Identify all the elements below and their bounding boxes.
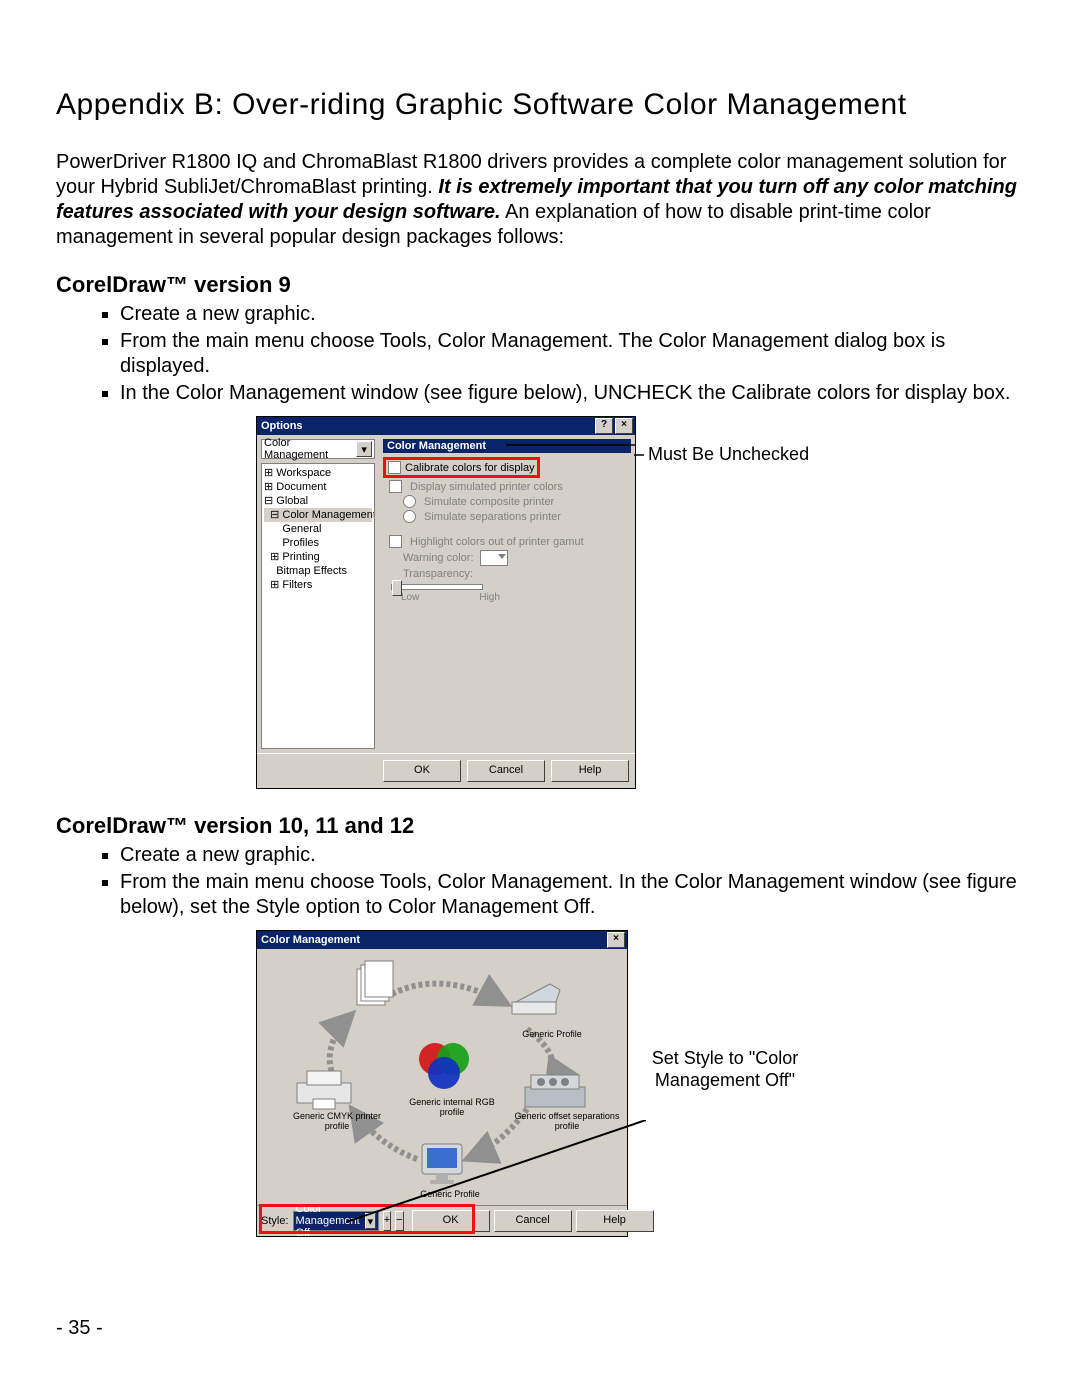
transparency-slider — [391, 584, 483, 590]
callout-must-be-unchecked: Must Be Unchecked — [634, 444, 809, 465]
options-tree[interactable]: ⊞ Workspace ⊞ Document ⊟ Global ⊟ Color … — [261, 463, 375, 749]
titlebar: Options ? × — [257, 417, 635, 435]
checkbox-icon[interactable] — [388, 461, 401, 474]
checkbox-icon — [389, 480, 402, 493]
chevron-down-icon: ▾ — [356, 441, 372, 457]
tree-node[interactable]: ⊞ Printing — [264, 550, 372, 564]
help-button[interactable]: Help — [551, 760, 629, 782]
section1-title: CorelDraw™ version 9 — [56, 272, 1024, 298]
callout-line — [346, 1120, 646, 1230]
radio-icon — [403, 495, 416, 508]
combo-value: Color Management — [264, 437, 356, 461]
options-window: Options ? × Color Management ▾ ⊞ Workspa… — [256, 416, 636, 789]
ok-button[interactable]: OK — [383, 760, 461, 782]
section1-bullets: Create a new graphic. From the main menu… — [56, 302, 1024, 406]
section2-title: CorelDraw™ version 10, 11 and 12 — [56, 813, 1024, 839]
checkbox-label: Display simulated printer colors — [410, 481, 563, 493]
tree-node[interactable]: ⊟ Global — [264, 494, 372, 508]
group-title: Color Management — [383, 439, 631, 453]
node-label: Generic internal RGB profile — [397, 1097, 507, 1117]
checkbox-label: Calibrate colors for display — [405, 462, 535, 474]
tree-node[interactable]: Bitmap Effects — [264, 564, 372, 578]
callout-set-style: Set Style to "Color Management Off" — [640, 1048, 810, 1091]
color-picker — [480, 550, 508, 566]
figure-options-dialog: Options ? × Color Management ▾ ⊞ Workspa… — [256, 416, 996, 789]
style-label: Style: — [261, 1215, 289, 1227]
slider-high: High — [479, 592, 500, 603]
tree-node[interactable]: General — [264, 522, 372, 536]
figure-color-management-dialog: Color Management × — [256, 930, 996, 1237]
radio-icon — [403, 510, 416, 523]
list-item: From the main menu choose Tools, Color M… — [120, 329, 1024, 379]
callout-line — [506, 444, 636, 446]
tree-node[interactable]: ⊞ Document — [264, 480, 372, 494]
list-item: Create a new graphic. — [120, 302, 1024, 327]
section2-bullets: Create a new graphic. From the main menu… — [56, 843, 1024, 920]
checkbox-icon — [389, 535, 402, 548]
intro-paragraph: PowerDriver R1800 IQ and ChromaBlast R18… — [56, 150, 1024, 250]
callout-text: Must Be Unchecked — [648, 444, 809, 465]
radio-label: Simulate composite printer — [424, 496, 554, 508]
field-label: Transparency: — [403, 568, 473, 580]
window-title: Color Management — [261, 934, 360, 946]
tree-node[interactable]: ⊞ Filters — [264, 578, 372, 592]
document-page: Appendix B: Over-riding Graphic Software… — [0, 0, 1080, 1380]
category-combo[interactable]: Color Management ▾ — [261, 439, 375, 459]
close-icon[interactable]: × — [607, 932, 625, 948]
page-title: Appendix B: Over-riding Graphic Software… — [56, 88, 1024, 122]
list-item: From the main menu choose Tools, Color M… — [120, 870, 1024, 920]
page-number: - 35 - — [56, 1317, 1024, 1340]
slider-low: Low — [401, 592, 419, 603]
tree-node-selected[interactable]: ⊟ Color Management — [264, 508, 372, 522]
window-title: Options — [261, 420, 303, 432]
list-item: In the Color Management window (see figu… — [120, 381, 1024, 406]
radio-label: Simulate separations printer — [424, 511, 561, 523]
list-item: Create a new graphic. — [120, 843, 1024, 868]
node-label: Generic Profile — [517, 1029, 587, 1039]
help-icon[interactable]: ? — [595, 418, 613, 434]
tree-node[interactable]: ⊞ Workspace — [264, 466, 372, 480]
cancel-button[interactable]: Cancel — [467, 760, 545, 782]
titlebar: Color Management × — [257, 931, 627, 949]
checkbox-label: Highlight colors out of printer gamut — [410, 536, 584, 548]
highlighted-checkbox[interactable]: Calibrate colors for display — [383, 457, 540, 478]
close-icon[interactable]: × — [615, 418, 633, 434]
tree-node[interactable]: Profiles — [264, 536, 372, 550]
field-label: Warning color: — [403, 552, 474, 564]
